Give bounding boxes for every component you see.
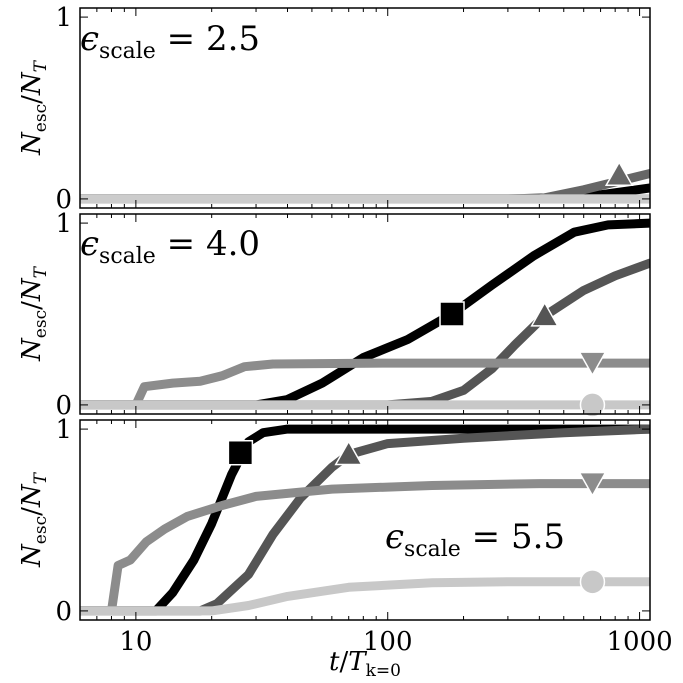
marker-triangle-down	[578, 471, 607, 498]
marker-triangle-down	[578, 351, 607, 377]
y-tick-label: 0	[55, 185, 72, 215]
y-axis-label: Nesc/NT	[17, 471, 51, 568]
y-axis-label: Nesc/NT	[17, 59, 51, 156]
marker-square	[439, 301, 465, 327]
x-tick-label: 10	[119, 627, 152, 657]
axes-frame	[79, 213, 651, 415]
series-line-circle	[80, 577, 650, 616]
epsilon-scale-annotation: ϵscale = 2.5	[80, 19, 260, 64]
marker-triangle-up	[334, 440, 363, 466]
y-tick-label: 1	[55, 415, 72, 445]
y-tick-label: 1	[55, 209, 72, 239]
epsilon-scale-annotation: ϵscale = 5.5	[385, 517, 565, 562]
series-line-square	[80, 424, 650, 616]
series-line-triangle-down	[80, 358, 650, 410]
axes-frame	[79, 7, 651, 209]
marker-triangle-up	[530, 301, 559, 327]
x-tick-label: 100	[363, 627, 413, 657]
x-axis-label: t/Tk=0	[329, 647, 401, 681]
y-tick-label: 0	[55, 391, 72, 421]
x-tick-label: 1000	[606, 627, 672, 657]
marker-square	[227, 439, 254, 466]
axes-frame	[79, 419, 651, 621]
y-tick-label: 1	[55, 3, 72, 33]
marker-triangle-up	[604, 160, 634, 187]
y-axis-label: Nesc/NT	[17, 265, 51, 362]
y-tick-label: 0	[55, 597, 72, 627]
epsilon-scale-annotation: ϵscale = 4.0	[80, 224, 260, 269]
series-line-triangle-down	[80, 479, 650, 616]
marker-circle	[579, 392, 606, 418]
marker-circle	[579, 569, 606, 595]
series-line-triangle-up	[80, 424, 650, 616]
